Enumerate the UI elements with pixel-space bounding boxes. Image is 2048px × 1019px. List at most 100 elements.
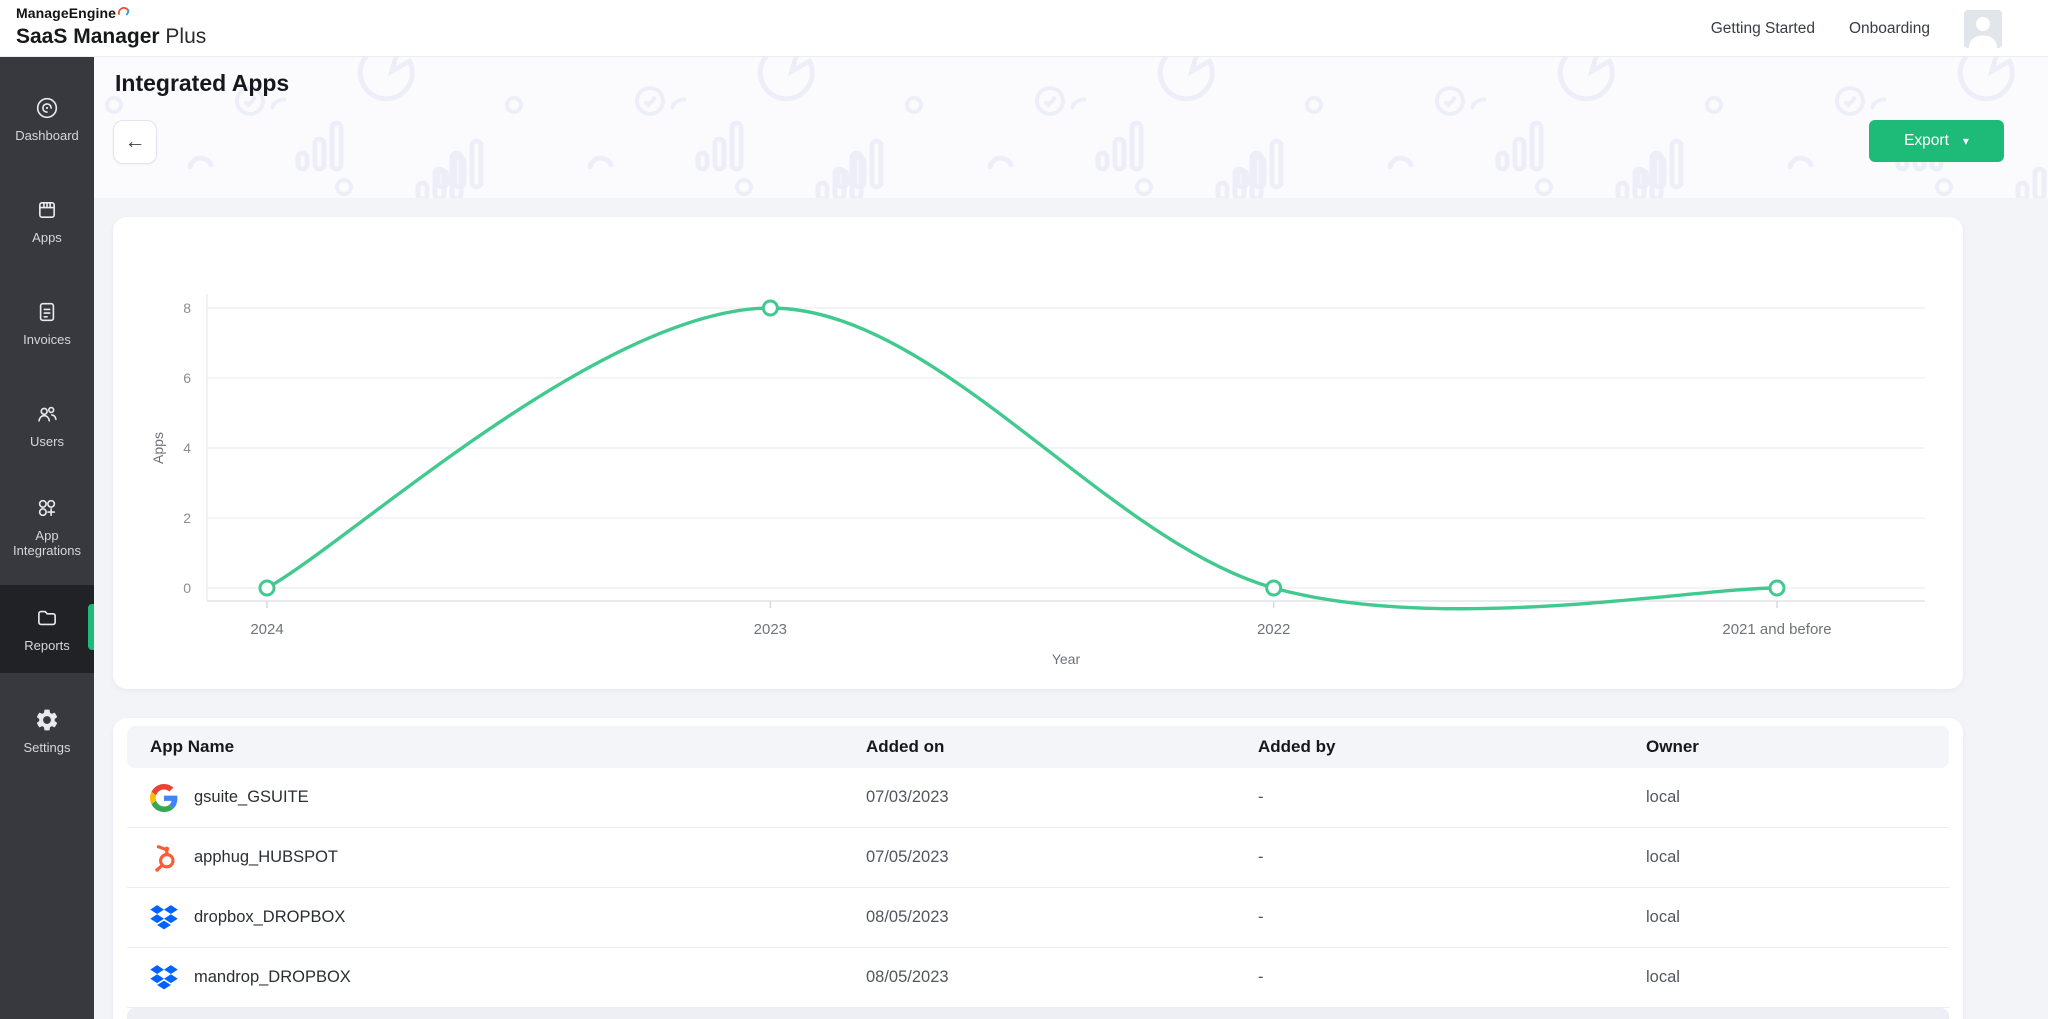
apps-icon [39,201,55,218]
table-row[interactable]: dropbox_DROPBOX 08/05/2023 - local [127,888,1949,948]
x-tick-label: 2021 and before [1722,621,1831,638]
back-button[interactable]: ← [113,120,157,164]
column-header-owner: Owner [1646,737,1699,756]
sidebar-item-label: Settings [23,739,71,755]
y-tick-label: 2 [183,510,191,526]
y-tick-label: 4 [183,440,191,456]
data-point-marker [258,579,276,597]
top-bar: ManageEngine SaaS Manager Plus Getting S… [0,0,2048,57]
sidebar-item-reports[interactable]: Reports [0,585,94,673]
chevron-down-icon: ▾ [1962,134,1969,148]
sidebar-item-app-integrations[interactable]: App Integrations [0,483,94,571]
integrated-apps-table-card: App Name Added on Added by Owner gsuite_GSU… [113,718,1963,1019]
sidebar-item-dashboard[interactable]: Dashboard [0,75,94,163]
column-header-added-on: Added on [866,737,945,756]
background-doodle-bars [1634,135,1686,196]
added-on-cell: 07/03/2023 [866,788,949,806]
app-name: dropbox_DROPBOX [194,908,346,926]
sidebar-item-label: Reports [24,637,70,653]
added-by-cell: - [1258,848,1264,866]
table-row[interactable]: mandrop_DROPBOX 08/05/2023 - local [127,948,1949,1008]
dropbox-icon [150,904,178,932]
background-doodle-dot [104,95,124,120]
page-title: Integrated Apps [115,70,290,96]
background-doodle-check [634,85,692,126]
data-point-marker [1265,579,1283,597]
owner-cell: local [1646,788,1680,806]
sidebar-nav: Dashboard Apps Invoices Users App Integratio… [0,57,94,1019]
line-chart: 0 2 4 6 8 2024 2023 2022 2021 and before Year Apps [150,294,1925,667]
background-doodle-pac [1154,57,1218,110]
sidebar-item-label: Invoices [23,331,71,347]
y-tick-label: 8 [183,300,191,316]
background-doodle-bars [2014,147,2048,198]
sidebar-item-label: Users [30,433,64,449]
data-point-marker [1768,579,1786,597]
background-doodle-dot [1134,177,1154,198]
brand-name-top: ManageEngine [16,5,116,21]
background-doodle-dot [1304,95,1324,120]
app-integrations-icon [38,499,56,517]
column-header-app-name: App Name [150,737,235,756]
background-doodle-bars [694,117,746,178]
background-doodle-dot [334,177,354,198]
added-by-cell: - [1258,968,1264,986]
user-avatar[interactable] [1964,9,2002,48]
sidebar-item-settings[interactable]: Settings [0,687,94,775]
dashboard-icon [36,97,58,118]
background-doodle-pac [1554,57,1618,110]
table-header-row: App Name Added on Added by Owner [127,726,1949,768]
data-point-marker [761,299,779,317]
brand-name-bold: SaaS Manager [16,24,160,48]
background-doodle-hook [586,149,616,176]
background-doodle-dot [904,95,924,120]
background-doodle-check [1434,85,1492,126]
sidebar-item-users[interactable]: Users [0,381,94,469]
background-doodle-hook [1786,149,1816,176]
page-header-band: Integrated Apps ← Export ▾ [94,57,2048,198]
x-tick-label: 2023 [754,621,787,638]
app-name: apphug_HUBSPOT [194,848,338,866]
y-tick-label: 6 [183,370,191,386]
owner-cell: local [1646,848,1680,866]
table-row[interactable]: gsuite_GSUITE 07/03/2023 - local [127,768,1949,828]
table-body: gsuite_GSUITE 07/03/2023- local apphug_HUBS… [127,768,1949,1008]
sidebar-item-invoices[interactable]: Invoices [0,279,94,367]
app-name: mandrop_DROPBOX [194,968,351,986]
app-name-cell: mandrop_DROPBOX [127,964,866,992]
added-on-cell: 08/05/2023 [866,968,949,986]
hubspot-icon [150,844,178,872]
background-doodle-check [1034,85,1092,126]
app-name-cell: dropbox_DROPBOX [127,904,866,932]
background-doodle-dot [1934,177,1954,198]
background-doodle-pac [754,57,818,110]
y-tick-label: 0 [183,580,191,596]
background-doodle-dot [1704,95,1724,120]
background-doodle-check [234,85,292,126]
google-icon [150,783,178,812]
series-line-apps [265,306,1779,611]
column-header-added-by: Added by [1258,737,1336,756]
background-doodle-bars [434,135,486,196]
background-doodle-bars [294,117,346,178]
page-body: 0 2 4 6 8 2024 2023 2022 2021 and before Year Apps… [94,198,2048,1019]
sidebar-item-apps[interactable]: Apps [0,177,94,265]
sidebar-item-label: App Integrations [13,528,81,558]
getting-started-link[interactable]: Getting Started [1710,19,1815,37]
background-doodle-check [1834,85,1892,126]
app-name-cell: apphug_HUBSPOT [127,844,866,872]
background-doodle-dot [734,177,754,198]
added-by-cell: - [1258,908,1264,926]
background-doodle-hook [1386,149,1416,176]
back-arrow-icon: ← [124,130,146,153]
reports-icon [38,610,56,625]
table-row[interactable]: apphug_HUBSPOT 07/05/2023 - local [127,828,1949,888]
export-label: Export [1904,132,1949,149]
onboarding-link[interactable]: Onboarding [1848,19,1930,37]
y-axis-title: Apps [150,432,166,464]
export-button[interactable]: Export ▾ [1869,120,2004,162]
main-content: Integrated Apps ← Export ▾ 0 2 4 6 8 2024 2023… [94,57,2048,1019]
background-doodle-dot [1534,177,1554,198]
added-on-cell: 07/05/2023 [866,848,949,866]
